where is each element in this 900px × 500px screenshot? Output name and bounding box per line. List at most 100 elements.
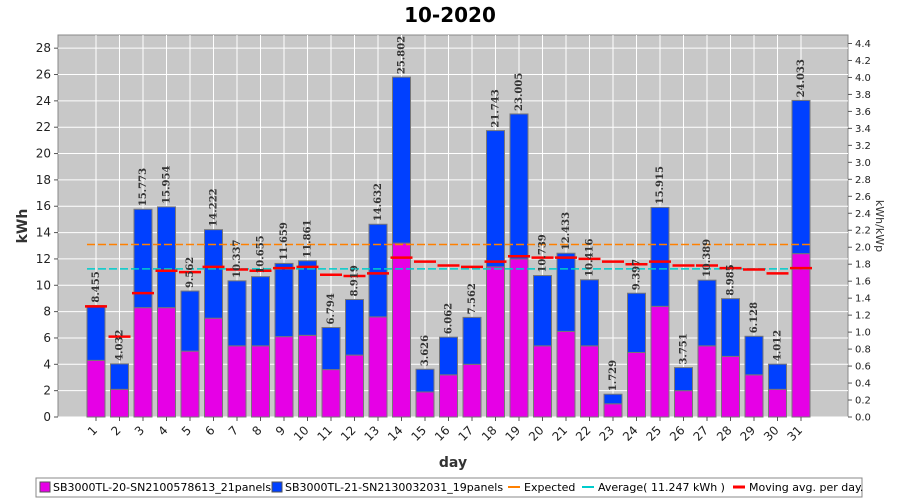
x-tick-label: 20 [526, 423, 547, 444]
bar-series-2 [721, 298, 740, 357]
bar-series-1 [791, 253, 811, 418]
bar-series-1 [227, 345, 247, 418]
x-tick-label: 6 [202, 423, 217, 438]
data-label: 3.626 [420, 335, 431, 366]
data-label: 8.919 [350, 265, 361, 296]
bar-series-2 [439, 336, 458, 376]
bar-series-2 [392, 76, 411, 244]
legend-swatch-series-1 [39, 481, 51, 493]
x-tick-label: 2 [108, 423, 123, 438]
bar-series-1 [298, 334, 317, 418]
legend-moving-avg: Moving avg. per day. [749, 481, 863, 494]
bar-series-1 [321, 369, 341, 418]
bar-series-1 [345, 354, 364, 418]
bar-series-1 [462, 363, 482, 418]
bar-series-2 [415, 368, 435, 393]
data-label: 10.655 [256, 235, 267, 273]
y-tick-label: 6 [43, 331, 51, 345]
legend-expected: Expected [524, 481, 575, 494]
y2-tick-label: 3.2 [855, 141, 871, 152]
x-tick-label: 29 [737, 423, 758, 444]
y2-tick-label: 1.0 [855, 328, 871, 339]
bar-series-2 [533, 275, 552, 347]
y2-tick-label: 2.2 [855, 226, 871, 237]
bar-series-1 [368, 316, 388, 418]
bar-series-2 [321, 327, 341, 371]
bars [86, 76, 811, 418]
data-label: 9.397 [632, 259, 643, 290]
bar-series-1 [180, 350, 200, 418]
y2-tick-label: 0.4 [855, 379, 871, 390]
data-labels: 8.455 4.032 15.773 15.954 9.562 14.222 10.337 1… [91, 36, 807, 391]
data-label: 15.773 [138, 168, 149, 206]
bar-series-1 [86, 359, 106, 418]
data-label: 15.915 [655, 166, 666, 204]
bar-series-2 [603, 393, 623, 405]
data-label: 4.012 [773, 330, 784, 361]
y-tick-label: 28 [36, 41, 51, 55]
x-tick-label: 15 [408, 423, 429, 444]
legend: SB3000TL-20-SN2100578613_21panels SB3000… [35, 477, 863, 498]
bar-series-2 [345, 299, 364, 356]
x-tick-label: 14 [385, 423, 406, 444]
bar-series-2 [486, 130, 505, 268]
x-tick-label: 10 [291, 423, 312, 444]
bar-series-2 [509, 113, 529, 260]
x-tick-label: 7 [226, 423, 241, 438]
y-tick-label: 0 [43, 410, 51, 424]
x-tick-label: 24 [620, 423, 641, 444]
y-axis-label: kWh [15, 209, 31, 244]
y2-tick-label: 3.8 [855, 90, 871, 101]
bar-series-2 [627, 292, 646, 353]
bar-series-1 [439, 374, 458, 418]
bar-series-2 [86, 305, 106, 361]
y2-tick-label: 4.4 [855, 39, 871, 50]
bar-series-1 [603, 403, 623, 418]
bar-series-1 [486, 266, 505, 418]
y2-tick-label: 3.4 [855, 124, 871, 135]
bar-series-2 [462, 316, 482, 365]
legend-average: Average( 11.247 kWh ) [598, 481, 725, 494]
data-label: 8.985 [726, 264, 737, 295]
x-tick-label: 5 [179, 423, 194, 438]
bar-series-2 [674, 367, 693, 392]
legend-box [35, 477, 863, 498]
x-tick-label: 28 [714, 423, 735, 444]
x-tick-label: 8 [249, 423, 264, 438]
data-label: 14.632 [373, 183, 384, 221]
y2-tick-label: 1.8 [855, 260, 871, 271]
bar-series-1 [674, 390, 693, 418]
bar-series-1 [157, 307, 176, 418]
y-tick-label: 2 [43, 384, 51, 398]
bar-series-2 [133, 208, 153, 309]
bar-series-2 [368, 223, 388, 318]
y-tick-label: 16 [36, 199, 51, 213]
bar-series-2 [180, 290, 200, 352]
x-tick-label: 11 [314, 423, 335, 444]
bar-series-2 [697, 279, 717, 347]
x-tick-label: 22 [573, 423, 594, 444]
bar-series-1 [721, 355, 740, 418]
x-tick-label: 16 [432, 423, 453, 444]
data-label: 6.128 [749, 302, 760, 333]
y2-tick-label: 1.2 [855, 311, 871, 322]
bar-series-1 [509, 258, 529, 418]
legend-series-2: SB3000TL-21-SN2130032031_19panels [285, 481, 503, 494]
bar-series-1 [580, 345, 599, 418]
x-tick-label: 17 [455, 423, 476, 444]
y-tick-label: 20 [36, 147, 51, 161]
x-tick-label: 19 [502, 423, 523, 444]
data-label: 21.743 [491, 89, 502, 127]
data-label: 4.032 [115, 330, 126, 361]
legend-swatch-series-2 [271, 481, 283, 493]
y-tick-label: 26 [36, 68, 51, 82]
data-label: 1.729 [608, 360, 619, 391]
data-label: 7.562 [467, 283, 478, 314]
bar-series-2 [768, 363, 787, 390]
x-tick-label: 31 [784, 423, 805, 444]
x-tick-label: 9 [273, 423, 288, 438]
y2-tick-label: 2.4 [855, 209, 871, 220]
x-tick-label: 30 [761, 423, 782, 444]
